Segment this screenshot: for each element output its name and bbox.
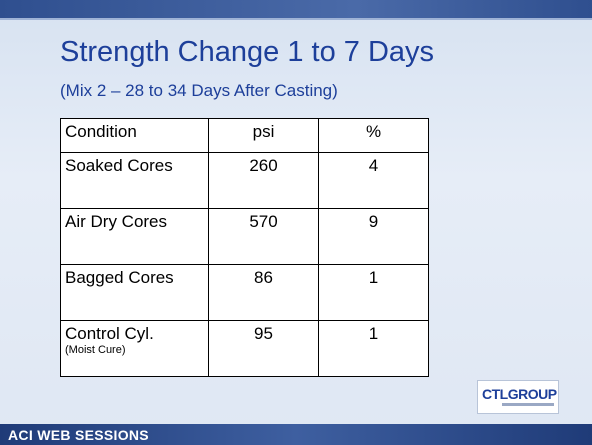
cell: 86 <box>208 264 319 321</box>
subtitle: (Mix 2 – 28 to 34 Days After Casting) <box>60 81 338 100</box>
footer: ACI WEB SESSIONS <box>8 427 149 443</box>
cell: 9 <box>318 208 429 265</box>
cell: 1 <box>318 264 429 321</box>
cell: Air Dry Cores <box>60 208 209 265</box>
cell: 95 <box>208 320 319 377</box>
table-body: Condition psi% Soaked Cores 260 4 Air Dry Cor… <box>60 118 429 377</box>
condition: Bagged Cores <box>65 268 174 287</box>
logo-tagline <box>502 403 554 406</box>
logo-text: CTLGROUP <box>482 386 557 402</box>
cell: 1 <box>318 320 429 377</box>
condition: Control Cyl. <box>65 324 154 343</box>
title: Strength Change 1 to 7 Days <box>60 36 435 68</box>
table-row: Air Dry Cores 570 9 <box>60 208 429 265</box>
table: Condition psi% Soaked Cores 260 4 Air Dry Cor… <box>60 118 429 377</box>
cell: 570 <box>208 208 319 265</box>
header-cell: % <box>318 118 429 153</box>
logo: CTLGROUP <box>477 380 559 414</box>
condition: Air Dry Cores <box>65 212 168 231</box>
cell: Soaked Cores <box>60 152 209 209</box>
table-row: Control Cyl. (Moist Cure) 95 1 <box>60 320 429 377</box>
condition: Soaked Cores <box>65 156 173 175</box>
table-row: Bagged Cores 86 1 <box>60 264 429 321</box>
top-line <box>0 18 592 20</box>
cell: Control Cyl. (Moist Cure) <box>60 320 209 377</box>
header-cell: psi <box>208 118 319 153</box>
condition-note: (Moist Cure) <box>65 344 126 356</box>
header-row: Condition psi% <box>60 118 429 153</box>
top-bar <box>0 0 592 18</box>
bottom-bar <box>0 424 592 445</box>
header-cell: Condition <box>60 118 209 153</box>
cell: Bagged Cores <box>60 264 209 321</box>
table-row: Soaked Cores 260 4 <box>60 152 429 209</box>
cell: 4 <box>318 152 429 209</box>
cell: 260 <box>208 152 319 209</box>
